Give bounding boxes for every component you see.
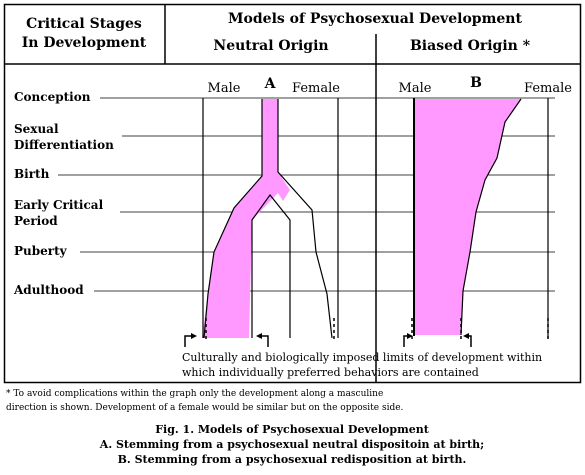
limits-caption-line1: Culturally and biologically imposed limi…: [182, 351, 542, 364]
figure-title: Fig. 1. Models of Psychosexual Developme…: [155, 423, 429, 436]
panel-a-female-label: Female: [292, 81, 340, 96]
panel-a-left-outer-line: [203, 99, 263, 339]
header-models-title: Models of Psychosexual Development: [228, 11, 522, 27]
panel-b-male-label: Male: [399, 81, 432, 96]
limits-caption-line2: which individually preferred behaviors a…: [182, 366, 479, 379]
stage-sexual-line1: Sexual: [14, 122, 59, 136]
stage-sexual-line2: Differentiation: [14, 138, 114, 152]
outer-frame: [3, 3, 582, 384]
header-stages-line2: In Development: [22, 35, 147, 51]
footnote-line2: direction is shown. Development of a fem…: [6, 403, 404, 413]
stage-conception: Conception: [14, 90, 91, 104]
panel-a-left-arrowhead: [191, 333, 197, 339]
panel-a-development-band: [202, 99, 290, 338]
panel-b-label: B: [470, 75, 482, 91]
figure-caption-a: A. Stemming from a psychosexual neutral …: [99, 438, 484, 451]
panel-a-male-label: Male: [208, 81, 241, 96]
stage-adulthood: Adulthood: [13, 283, 84, 297]
header-neutral-origin: Neutral Origin: [213, 38, 328, 54]
stage-birth: Birth: [14, 167, 50, 181]
panel-b-mid-arrowhead: [463, 333, 469, 339]
panel-b-right-outer-line: [460, 98, 522, 336]
figure-caption-b: B. Stemming from a psychosexual redispos…: [118, 453, 467, 466]
footnote-line1: * To avoid complications within the grap…: [6, 389, 383, 399]
panel-a-inner-lines: [251, 194, 291, 338]
header-stages-line1: Critical Stages: [26, 16, 142, 32]
stage-early-line2: Period: [14, 214, 58, 228]
panel-a-right-outer-line: [277, 99, 333, 339]
panel-b-development-band: [414, 99, 521, 335]
stage-puberty: Puberty: [14, 244, 68, 258]
stage-early-line1: Early Critical: [14, 198, 104, 212]
panel-a-mid-arrowhead: [256, 333, 262, 339]
panel-b-left-arrowhead: [407, 333, 413, 339]
header-biased-origin: Biased Origin *: [410, 38, 531, 54]
panel-a-label: A: [264, 76, 277, 92]
panel-b-female-label: Female: [524, 81, 572, 96]
